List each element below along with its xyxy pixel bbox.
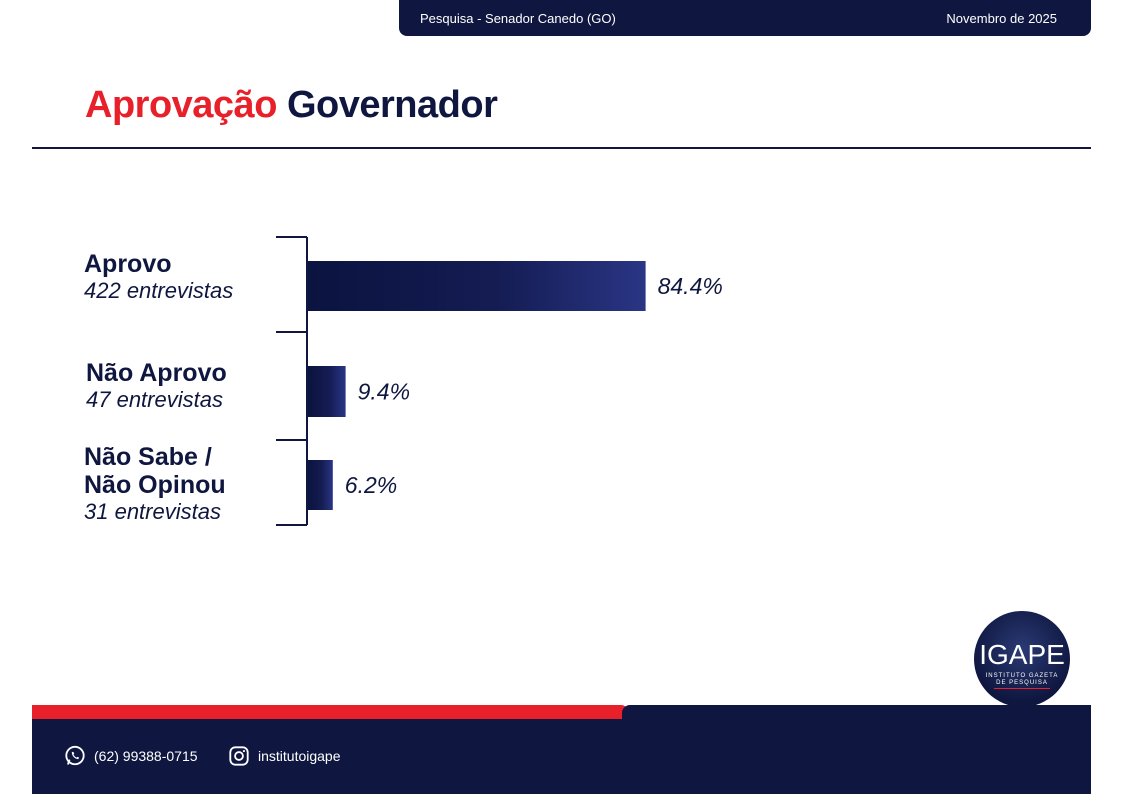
footer-instagram[interactable]: institutoigape (228, 745, 341, 767)
category-subtitle-1: 47 entrevistas (86, 387, 223, 412)
category-label-1: Não Aprovo 47 entrevistas (86, 359, 227, 413)
footer-phone[interactable]: (62) 99388-0715 (64, 745, 198, 767)
category-name-1-0: Não Aprovo (86, 359, 227, 387)
phone-text: (62) 99388-0715 (94, 748, 198, 764)
category-subtitle-0: 422 entrevistas (84, 278, 234, 303)
category-name-0-0: Aprovo (84, 250, 172, 278)
value-label-0: 84.4% (658, 273, 723, 299)
survey-date: Novembro de 2025 (946, 11, 1057, 26)
category-name-2-0: Não Sabe / (84, 443, 212, 471)
title-divider (32, 147, 1091, 149)
logo-sub-text: INSTITUTO GAZETA DE PESQUISA (985, 673, 1059, 686)
bar-1 (308, 366, 346, 417)
bar-2 (308, 460, 333, 510)
instagram-icon (229, 746, 249, 766)
whatsapp-icon (65, 745, 85, 766)
category-label-2: Não Sabe / Não Opinou 31 entrevistas (84, 443, 226, 525)
value-label-2: 6.2% (345, 472, 397, 498)
survey-label: Pesquisa - Senador Canedo (GO) (420, 11, 616, 26)
logo-main-text: IGAPE (979, 639, 1065, 670)
footer-red-bar (32, 705, 628, 719)
footer-navy-notch (622, 705, 1091, 719)
bar-0 (308, 261, 646, 311)
top-banner: Pesquisa - Senador Canedo (GO) Novembro … (399, 0, 1091, 36)
value-label-1: 9.4% (358, 379, 410, 405)
category-label-0: Aprovo 422 entrevistas (84, 250, 233, 304)
instagram-text: institutoigape (258, 748, 341, 764)
igape-logo: IGAPE INSTITUTO GAZETA DE PESQUISA (974, 611, 1070, 707)
category-subtitle-2: 31 entrevistas (84, 499, 221, 524)
logo-underline (994, 688, 1050, 689)
footer-navy-bar (32, 719, 1091, 794)
title-highlight: Aprovação (85, 84, 277, 126)
page-title: Aprovação Governador (85, 84, 498, 127)
category-name-2-1: Não Opinou (84, 471, 226, 499)
title-rest: Governador (286, 84, 498, 126)
